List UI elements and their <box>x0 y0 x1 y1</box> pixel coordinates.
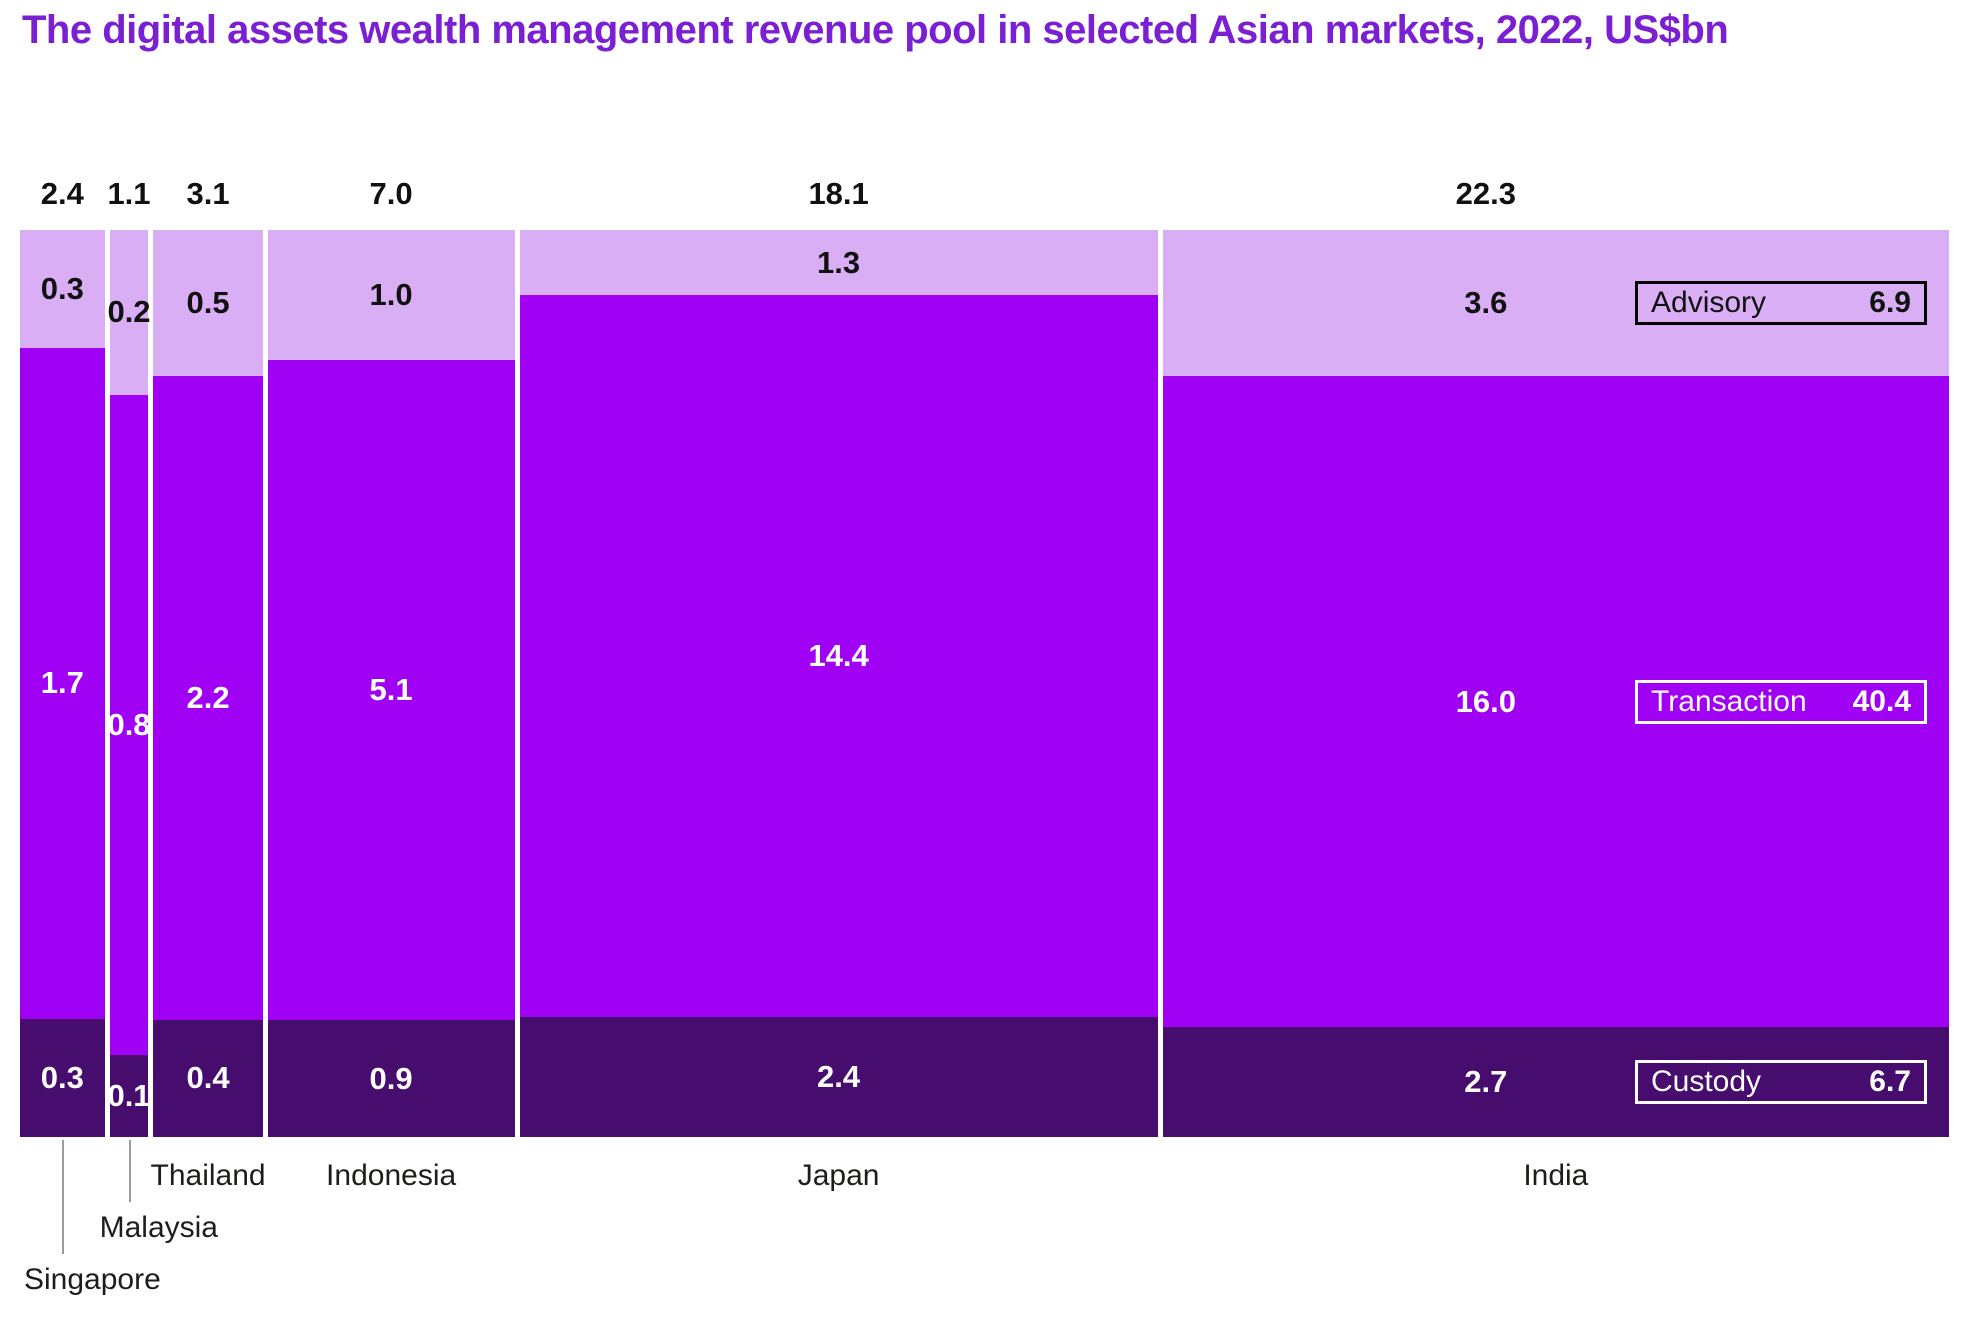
segment-advisory-singapore: 0.3 <box>20 230 105 349</box>
legend-advisory-label: Advisory <box>1651 286 1767 319</box>
segment-value-transaction-japan: 14.4 <box>808 637 869 673</box>
legend-custody-box: Custody 6.7 <box>1635 1060 1927 1104</box>
country-label-thailand: Thailand <box>150 1159 266 1192</box>
legend-advisory-value: 6.9 <box>1869 286 1911 319</box>
segment-custody-singapore: 0.3 <box>20 1018 105 1137</box>
segment-value-custody-indonesia: 0.9 <box>369 1060 413 1096</box>
segment-value-advisory-japan: 1.3 <box>817 244 861 280</box>
legend-advisory-box: Advisory 6.9 <box>1635 281 1927 325</box>
segment-transaction-india: 16.0 <box>1162 376 1949 1028</box>
segment-advisory-indonesia: 1.0 <box>267 230 515 360</box>
legend-transaction-value: 40.4 <box>1852 685 1911 718</box>
column-indonesia: 1.0 5.1 0.9 <box>267 230 515 1137</box>
segment-custody-indonesia: 0.9 <box>267 1020 515 1137</box>
country-label-indonesia: Indonesia <box>326 1159 457 1192</box>
column-total-malaysia: 1.1 <box>107 176 151 211</box>
segment-advisory-india: 3.6 <box>1162 230 1949 377</box>
segment-advisory-thailand: 0.5 <box>153 230 263 377</box>
leader-line-singapore <box>62 1140 65 1254</box>
segment-value-advisory-indonesia: 1.0 <box>369 276 413 312</box>
segment-value-custody-thailand: 0.4 <box>186 1060 230 1096</box>
segment-custody-thailand: 0.4 <box>153 1019 263 1137</box>
segment-value-transaction-india: 16.0 <box>1455 683 1517 719</box>
column-total-thailand: 3.1 <box>186 176 230 211</box>
chart-title: The digital assets wealth management rev… <box>22 8 1729 52</box>
segment-transaction-singapore: 1.7 <box>20 348 105 1019</box>
segment-custody-japan: 2.4 <box>519 1016 1158 1137</box>
segment-advisory-japan: 1.3 <box>519 230 1158 296</box>
segment-custody-malaysia: 0.1 <box>107 1054 151 1137</box>
column-thailand: 0.5 2.2 0.4 <box>153 230 263 1137</box>
country-label-singapore: Singapore <box>24 1263 161 1296</box>
segment-value-transaction-malaysia: 0.8 <box>107 706 151 742</box>
segment-value-transaction-singapore: 1.7 <box>40 665 84 701</box>
column-total-indonesia: 7.0 <box>369 176 413 211</box>
column-malaysia: 0.2 0.8 0.1 <box>107 230 151 1137</box>
column-total-japan: 18.1 <box>808 176 869 211</box>
legend-custody-label: Custody <box>1651 1065 1762 1098</box>
segment-value-advisory-thailand: 0.5 <box>186 285 230 321</box>
segment-transaction-indonesia: 5.1 <box>267 359 515 1021</box>
segment-transaction-thailand: 2.2 <box>153 376 263 1020</box>
country-label-india: India <box>1523 1159 1589 1192</box>
segment-value-transaction-indonesia: 5.1 <box>369 671 413 707</box>
column-total-singapore: 2.4 <box>40 176 84 211</box>
segment-value-advisory-india: 3.6 <box>1464 285 1508 321</box>
leader-line-malaysia <box>129 1140 131 1202</box>
segment-value-custody-singapore: 0.3 <box>40 1059 84 1095</box>
segment-transaction-japan: 14.4 <box>519 295 1158 1017</box>
legend-transaction-box: Transaction 40.4 <box>1635 680 1927 724</box>
column-india: 3.6 16.0 2.7 <box>1162 230 1949 1137</box>
segment-value-advisory-malaysia: 0.2 <box>107 294 151 330</box>
segment-value-custody-malaysia: 0.1 <box>107 1077 151 1113</box>
column-singapore: 0.3 1.7 0.3 <box>20 230 105 1137</box>
legend-custody-value: 6.7 <box>1869 1065 1911 1098</box>
segment-value-transaction-thailand: 2.2 <box>186 680 230 716</box>
segment-transaction-malaysia: 0.8 <box>107 394 151 1055</box>
segment-value-custody-india: 2.7 <box>1464 1064 1508 1100</box>
segment-custody-india: 2.7 <box>1162 1027 1949 1137</box>
segment-value-advisory-singapore: 0.3 <box>40 271 84 307</box>
country-label-japan: Japan <box>797 1159 880 1192</box>
legend-transaction-label: Transaction <box>1651 685 1807 718</box>
segment-value-custody-japan: 2.4 <box>817 1058 861 1094</box>
column-japan: 1.3 14.4 2.4 <box>519 230 1158 1137</box>
segment-advisory-malaysia: 0.2 <box>107 230 151 395</box>
country-label-malaysia: Malaysia <box>99 1211 218 1244</box>
column-total-india: 22.3 <box>1455 176 1517 211</box>
